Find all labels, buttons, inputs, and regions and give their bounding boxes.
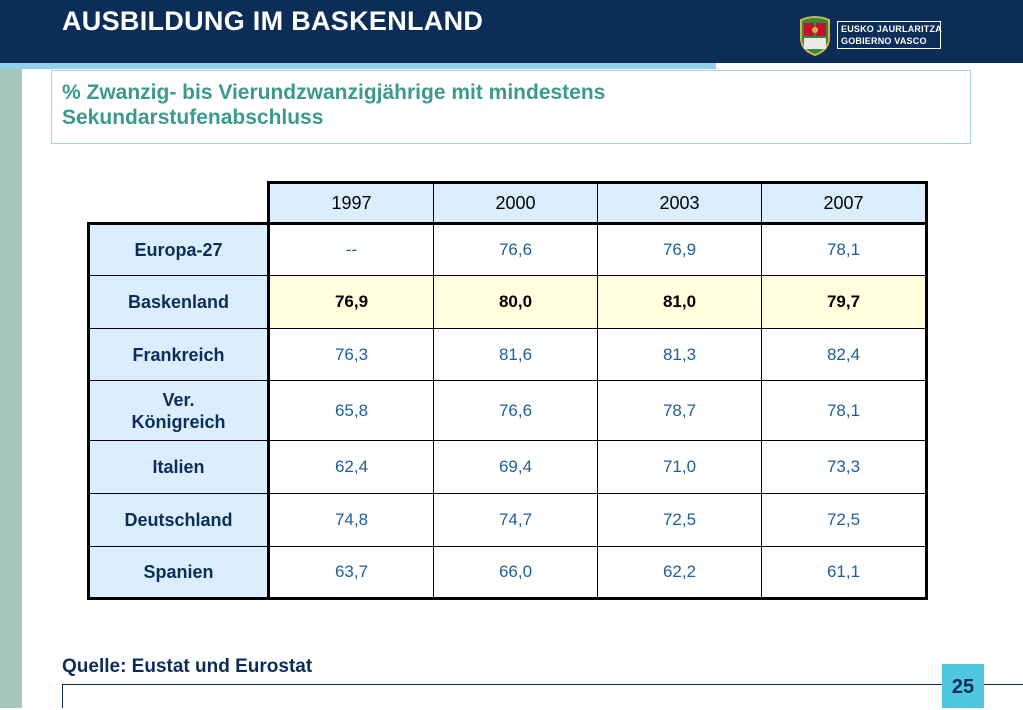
subtitle-line-1: % Zwanzig- bis Vierundzwanzigjährige mit…	[62, 81, 606, 104]
table-row: Italien 62,4 69,4 71,0 73,3	[87, 440, 928, 494]
table-header-row: 1997 2000 2003 2007	[89, 181, 928, 225]
table-row: Deutschland 74,8 74,7 72,5 72,5	[87, 493, 928, 547]
table-cell: 62,2	[597, 546, 762, 600]
table-cell: 61,1	[761, 546, 928, 600]
source-note: Quelle: Eustat und Eurostat	[62, 656, 313, 677]
table-cell: 82,4	[761, 328, 928, 381]
government-logo: EUSKO JAURLARITZA GOBIERNO VASCO	[795, 14, 945, 56]
header-bar: AUSBILDUNG IM BASKENLAND EUSKO JAURLARIT…	[0, 0, 1023, 63]
table-row: Frankreich 76,3 81,6 81,3 82,4	[87, 328, 928, 381]
table-cell: 78,7	[597, 380, 762, 441]
table-cell: 76,6	[433, 222, 598, 276]
coat-of-arms-icon	[800, 16, 830, 56]
table-cell: 79,7	[761, 275, 928, 329]
table-cell: 74,7	[433, 493, 598, 547]
row-label: Spanien	[87, 546, 270, 600]
table-cell: 73,3	[761, 440, 928, 494]
logo-line-1: EUSKO JAURLARITZA	[841, 24, 942, 34]
table-cell: 81,0	[597, 275, 762, 329]
page-title: AUSBILDUNG IM BASKENLAND	[62, 6, 484, 36]
table-cell: 76,6	[433, 380, 598, 441]
table-cell: 66,0	[433, 546, 598, 600]
table-cell: 76,9	[268, 275, 434, 329]
logo-text: EUSKO JAURLARITZA GOBIERNO VASCO	[837, 21, 942, 49]
table-cell: 74,8	[268, 493, 434, 547]
column-header-2003: 2003	[597, 181, 762, 225]
footer-divider	[62, 684, 1023, 685]
table-cell: 62,4	[268, 440, 434, 494]
table-cell: 72,5	[597, 493, 762, 547]
table-row: Ver. Königreich 65,8 76,6 78,7 78,1	[87, 380, 928, 441]
page-number: 25	[942, 664, 984, 708]
row-label-line-2: Königreich	[131, 411, 226, 432]
table-cell: 81,3	[597, 328, 762, 381]
table-cell: 78,1	[761, 222, 928, 276]
left-decor-stripe	[0, 69, 22, 708]
table-cell: 72,5	[761, 493, 928, 547]
table-cell: --	[268, 222, 434, 276]
header-accent-line	[0, 63, 716, 69]
table-row: Spanien 63,7 66,0 62,2 61,1	[87, 546, 928, 600]
data-table: 1997 2000 2003 2007 Europa-27 -- 76,6 76…	[87, 181, 928, 600]
table-row: Europa-27 -- 76,6 76,9 78,1	[87, 222, 928, 276]
table-cell: 81,6	[433, 328, 598, 381]
row-label: Baskenland	[87, 275, 270, 329]
row-label: Deutschland	[87, 493, 270, 547]
table-cell: 78,1	[761, 380, 928, 441]
subtitle-line-2: Sekundarstufenabschluss	[62, 106, 324, 129]
subtitle: % Zwanzig- bis Vierundzwanzigjährige mit…	[62, 80, 942, 130]
table-cell: 80,0	[433, 275, 598, 329]
table-cell: 65,8	[268, 380, 434, 441]
table-cell: 69,4	[433, 440, 598, 494]
table-row-highlighted: Baskenland 76,9 80,0 81,0 79,7	[87, 275, 928, 329]
row-label-line-1: Ver.	[162, 389, 195, 410]
row-label: Ver. Königreich	[87, 380, 270, 441]
table-cell: 76,9	[597, 222, 762, 276]
row-label: Europa-27	[87, 222, 270, 276]
table-cell: 71,0	[597, 440, 762, 494]
column-header-2007: 2007	[761, 181, 928, 225]
row-label: Frankreich	[87, 328, 270, 381]
column-header-2000: 2000	[433, 181, 598, 225]
table-corner	[89, 183, 269, 224]
table-cell: 76,3	[268, 328, 434, 381]
footer-divider-tick	[62, 684, 63, 708]
column-header-1997: 1997	[267, 181, 434, 225]
logo-line-2: GOBIERNO VASCO	[841, 36, 927, 46]
table-cell: 63,7	[268, 546, 434, 600]
subtitle-box: % Zwanzig- bis Vierundzwanzigjährige mit…	[51, 70, 971, 144]
row-label: Italien	[87, 440, 270, 494]
